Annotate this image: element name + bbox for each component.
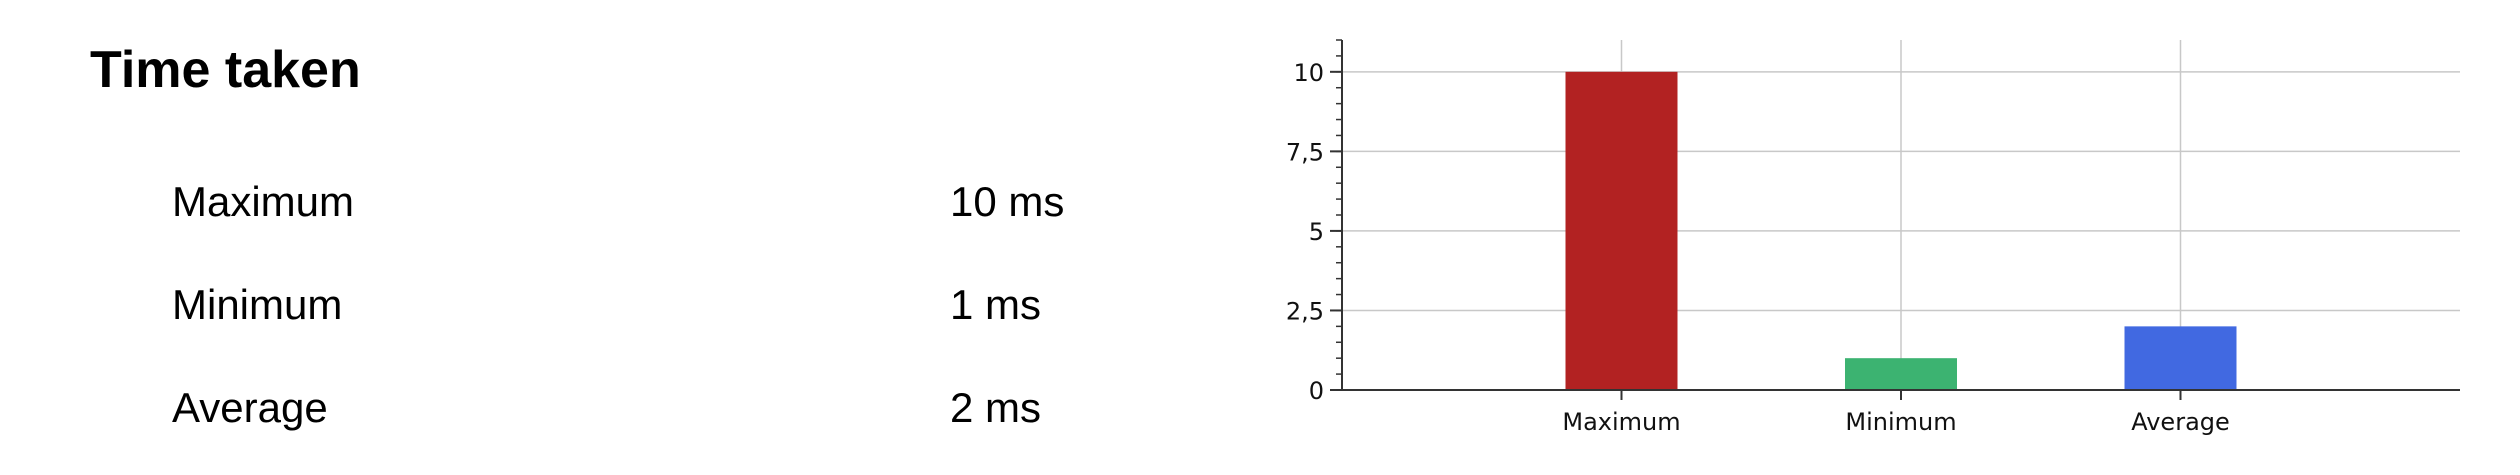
metric-row-maximum: Maximum 10 ms: [0, 172, 1200, 232]
bar-chart-svg: 0 2,5 5 7,5 10 Maximum Minimum Average: [1286, 39, 2460, 436]
metric-label: Minimum: [172, 281, 343, 328]
metric-label: Average: [172, 384, 328, 431]
time-taken-panel: Time taken Maximum 10 ms Minimum 1 ms Av…: [0, 0, 1200, 470]
time-taken-chart: 0 2,5 5 7,5 10 Maximum Minimum Average: [1200, 0, 2520, 470]
x-tick-label: Average: [2131, 408, 2230, 436]
bar-maximum: [1565, 71, 1678, 391]
chart-labels: 0 2,5 5 7,5 10 Maximum Minimum Average: [1286, 59, 2230, 436]
metric-row-minimum: Minimum 1 ms: [0, 275, 1200, 335]
bar-minimum: [1845, 358, 1957, 390]
y-tick-label: 0: [1309, 377, 1324, 405]
metric-value: 2 ms: [950, 384, 1042, 431]
y-tick-label: 5: [1309, 218, 1324, 246]
metric-label: Maximum: [172, 178, 355, 225]
metric-row-average: Average 2 ms: [0, 378, 1200, 438]
y-tick-label: 2,5: [1286, 297, 1324, 325]
bar-average: [2124, 326, 2237, 390]
metric-value: 10 ms: [950, 178, 1065, 225]
y-tick-label: 10: [1293, 59, 1324, 87]
section-title: Time taken: [90, 41, 361, 99]
metric-value: 1 ms: [950, 281, 1042, 328]
y-tick-label: 7,5: [1286, 138, 1324, 166]
chart-bars: [1565, 71, 2237, 391]
chart-grid: [1342, 40, 2460, 390]
x-tick-label: Maximum: [1562, 408, 1680, 436]
chart-axes: [1330, 39, 2460, 400]
x-tick-label: Minimum: [1845, 408, 1956, 436]
